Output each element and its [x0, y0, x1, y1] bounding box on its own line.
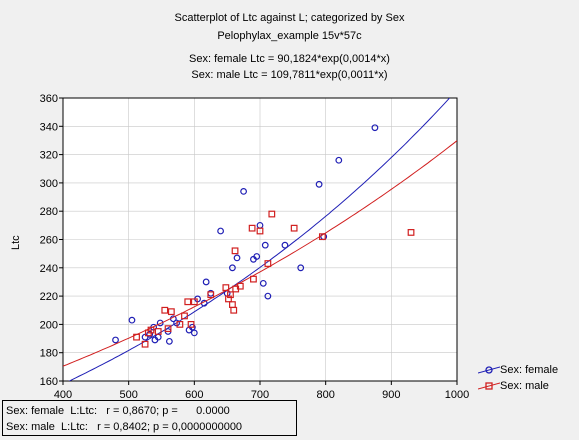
point-male [268, 210, 276, 218]
point-female [261, 241, 269, 249]
equation-female: Sex: female Ltc = 90,1824*exp(0,0014*x) [189, 53, 390, 65]
point-female [281, 241, 289, 249]
legend-female-marker [478, 366, 500, 374]
y-tick-label: 300 [40, 178, 58, 190]
point-male [222, 284, 230, 292]
point-female [217, 227, 225, 235]
y-tick-label: 280 [40, 206, 58, 218]
equation-male: Sex: male Ltc = 109,7811*exp(0,0011*x) [191, 69, 388, 81]
point-male [167, 308, 175, 316]
point-male [290, 224, 298, 232]
point-female [229, 264, 236, 272]
point-male [147, 326, 155, 334]
point-male [161, 306, 169, 314]
x-tick-label: 500 [119, 389, 137, 401]
point-male [225, 295, 232, 303]
point-male [181, 312, 188, 320]
y-tick-label: 200 [40, 319, 58, 331]
point-female [202, 278, 210, 286]
point-male [154, 328, 162, 335]
point-female [253, 253, 261, 260]
y-tick-label: 320 [40, 150, 58, 162]
point-female [371, 124, 379, 132]
point-male [187, 321, 195, 328]
point-female [190, 329, 198, 337]
y-tick-label: 340 [40, 121, 58, 133]
legend: Sex: female Sex: male [478, 362, 558, 394]
chart-subtitle: Pelophylax_example 15v*57c [217, 30, 362, 42]
stats-male: Sex: male L:Ltc: r = 0,8402; p = 0,00000… [6, 421, 243, 433]
y-tick-label: 240 [40, 263, 58, 275]
point-male [407, 229, 415, 236]
point-female [315, 180, 323, 188]
point-male [164, 325, 172, 333]
point-male [231, 247, 239, 255]
x-tick-label: 900 [382, 389, 400, 401]
legend-item-female: Sex: female [478, 362, 558, 378]
point-female [233, 254, 241, 262]
point-female [335, 156, 343, 164]
point-male [264, 260, 272, 267]
point-male [230, 306, 238, 314]
point-female [112, 336, 119, 344]
y-tick-label: 160 [40, 376, 58, 388]
x-tick-label: 800 [316, 389, 334, 401]
x-tick-label: 700 [251, 389, 269, 401]
point-male [236, 282, 244, 290]
point-female [297, 264, 305, 272]
point-male [176, 321, 184, 328]
point-male [318, 233, 326, 241]
legend-male-marker [478, 382, 500, 390]
point-male [141, 340, 149, 348]
y-tick-label: 360 [40, 93, 58, 105]
point-female [259, 279, 267, 287]
point-female [264, 292, 272, 300]
correlation-stats-box: Sex: female L:Ltc: r = 0,8670; p = 0.000… [2, 400, 297, 436]
x-tick-label: 400 [54, 389, 72, 401]
chart-title: Scatterplot of Ltc against L; categorize… [174, 12, 405, 24]
point-female [156, 319, 164, 327]
point-female [146, 330, 154, 338]
point-male [227, 291, 234, 299]
point-male [256, 227, 264, 235]
point-male [184, 298, 192, 306]
x-tick-label: 1000 [445, 389, 469, 401]
legend-male-label: Sex: male [500, 380, 549, 392]
point-male [207, 291, 215, 299]
fit-curve-female [68, 98, 451, 381]
point-male [250, 275, 257, 283]
point-female [128, 316, 136, 324]
y-tick-label: 180 [40, 348, 58, 360]
point-male [133, 333, 140, 341]
point-male [248, 224, 256, 232]
point-female [165, 337, 173, 345]
legend-female-label: Sex: female [500, 364, 559, 376]
fit-curve-male [63, 140, 457, 367]
y-axis-label: Ltc [10, 235, 22, 250]
stats-female: Sex: female L:Ltc: r = 0,8670; p = 0.000… [6, 405, 230, 417]
y-tick-label: 260 [40, 235, 58, 247]
point-female [240, 187, 247, 195]
x-tick-label: 600 [185, 389, 203, 401]
legend-item-male: Sex: male [478, 378, 558, 394]
point-male [190, 298, 198, 306]
y-tick-label: 220 [40, 291, 58, 303]
